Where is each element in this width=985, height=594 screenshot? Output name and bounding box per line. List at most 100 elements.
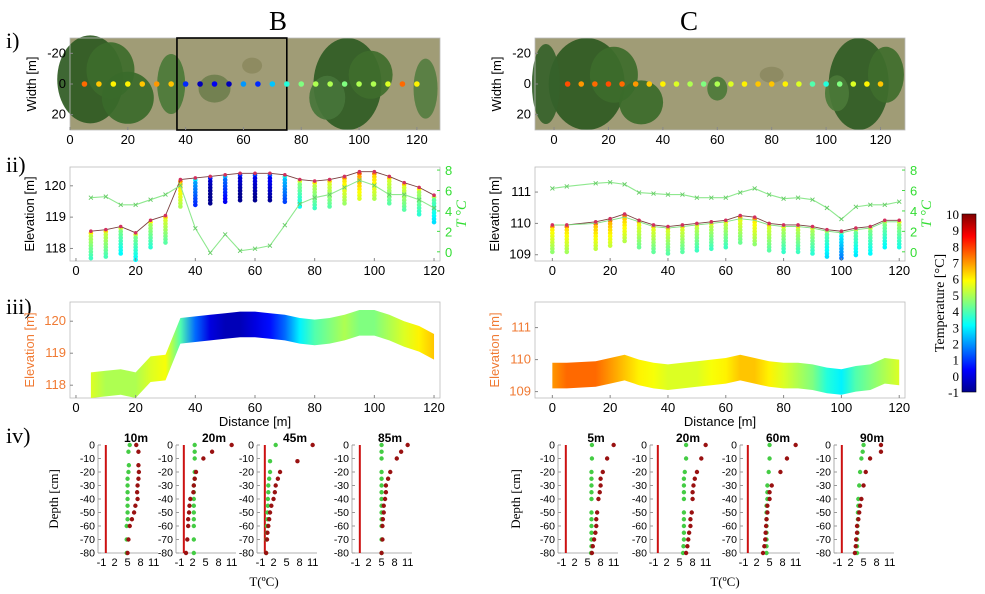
- profile-x-tick-label: 11: [608, 557, 619, 569]
- profile-x-tick-label: 5: [284, 557, 290, 569]
- profile-point-green: [680, 550, 686, 556]
- colorbar-tick-label: 7: [953, 256, 960, 271]
- profile-point-green: [125, 483, 130, 488]
- y-axis-label: Elevation [m]: [487, 312, 502, 387]
- depth-profile-axis-labels: Depth [cm] Depth [cm] T(ºC) T(ºC): [46, 469, 740, 589]
- profile-y-tick-label: -30: [540, 480, 555, 492]
- site-title-b: B: [269, 6, 287, 36]
- sensor-point: [341, 81, 348, 87]
- profile-point-green: [860, 449, 865, 454]
- profile-y-tick-label: -70: [632, 534, 647, 546]
- profile-point-red: [767, 496, 772, 502]
- x-tick-label: 120: [870, 132, 892, 147]
- profile-point-red: [267, 510, 273, 515]
- profile-point-red: [703, 442, 708, 448]
- profile-sensor-dot: [252, 197, 258, 203]
- y2-tick-label: 4: [910, 204, 917, 219]
- temperature-marker: [795, 195, 801, 200]
- y-tick-label: 0: [59, 76, 66, 91]
- surface-point: [178, 177, 183, 182]
- sensor-point: [605, 81, 612, 87]
- profile-point-red: [854, 530, 860, 535]
- profile-x-tick-label: 2: [365, 557, 371, 569]
- profile-sensor-dot: [88, 255, 94, 261]
- temperature-marker: [103, 194, 109, 199]
- profile-point-red: [271, 496, 276, 502]
- profile-point-green: [267, 469, 273, 475]
- profile-y-tick-label: -30: [722, 480, 737, 492]
- profile-point-green: [191, 537, 197, 542]
- depth-profile-b-0: 10m -1 2 5 8 11 0-10 -20-30 -40-50 -60-70 -80: [80, 431, 160, 569]
- profile-y-tick-label: -20: [158, 467, 173, 479]
- profile-point-green: [191, 510, 197, 515]
- profile-point-green: [125, 517, 130, 522]
- profile-point-red: [763, 523, 769, 529]
- sensor-point: [619, 81, 625, 87]
- profile-x-tick-label: 5: [585, 557, 591, 569]
- profile-point-green: [126, 469, 131, 475]
- profile-point-green: [126, 449, 131, 454]
- profile-y-tick-label: -50: [540, 507, 555, 519]
- profile-point-red: [699, 456, 704, 461]
- temperature-marker: [752, 186, 758, 191]
- profile-x-tick-label: -1: [557, 557, 567, 569]
- profile-y-tick-label: -20: [722, 467, 737, 479]
- profile-title: 90m: [860, 431, 884, 445]
- profile-point-red: [201, 456, 206, 461]
- profile-point-red: [186, 510, 192, 515]
- row-label-iii: iii): [6, 294, 32, 319]
- aerial-panel-c: 0 20 40 60 80 100 120 -20 0 20 Width [m]: [489, 37, 906, 147]
- profile-point-green: [192, 456, 197, 461]
- profile-y-tick-label: -60: [239, 521, 254, 533]
- temperature-marker: [651, 191, 656, 196]
- profile-point-green: [125, 510, 130, 515]
- temperature-marker: [267, 243, 273, 248]
- profile-point-red: [129, 517, 135, 522]
- temperature-marker: [810, 197, 815, 203]
- x-tick-label: 40: [656, 132, 670, 147]
- elevation-panel-c: 0 20 40 60 80 100 120 109 110 111 0 2 4 6 8 Elevation […: [487, 163, 935, 278]
- y2-axis-label: T °C: [454, 199, 470, 228]
- profile-point-green: [192, 449, 197, 454]
- temperature-marker: [401, 192, 407, 197]
- surface-point: [357, 169, 362, 174]
- colorbar-tick-label: 8: [953, 239, 960, 254]
- profile-sensor-dot: [665, 251, 671, 256]
- temperature-marker: [193, 225, 198, 231]
- profile-sensor-dot: [564, 249, 570, 255]
- profile-point-green: [681, 517, 687, 522]
- profile-y-axis-label: Depth [cm]: [508, 469, 523, 529]
- profile-x-tick-label: -1: [256, 557, 266, 569]
- profile-point-green: [379, 449, 384, 454]
- profile-sensor-dot: [237, 197, 243, 203]
- profile-point-red: [263, 550, 269, 556]
- profile-point-red: [277, 469, 283, 475]
- profile-point-red: [856, 517, 861, 522]
- profile-point-red: [185, 517, 191, 522]
- surface-point: [148, 218, 153, 223]
- ground-surface-line: [90, 171, 435, 234]
- profile-y-tick-label: -30: [239, 480, 254, 492]
- x-tick-label: 100: [364, 263, 386, 278]
- profile-point-green: [379, 483, 384, 488]
- profile-y-tick-label: -40: [334, 494, 349, 506]
- temperature-marker: [386, 192, 392, 197]
- profile-point-red: [762, 544, 767, 549]
- profile-x-tick-label: 11: [700, 557, 711, 569]
- profile-sensor-dot: [752, 241, 757, 247]
- x-axis-label: Distance [m]: [684, 414, 756, 429]
- profile-y-tick-label: -20: [540, 467, 555, 479]
- surface-point: [622, 212, 627, 216]
- surface-point: [564, 223, 569, 227]
- sensor-point: [399, 81, 406, 87]
- profile-point-red: [135, 483, 140, 488]
- temperature-section-band: [552, 354, 900, 395]
- x-tick-label: 20: [121, 132, 135, 147]
- profile-point-red: [692, 476, 697, 481]
- profile-sensor-dot: [282, 199, 288, 205]
- temperature-marker: [839, 216, 844, 222]
- profile-point-red: [598, 476, 603, 481]
- profile-sensor-dot: [709, 246, 714, 252]
- profile-x-tick-label: -1: [739, 557, 749, 569]
